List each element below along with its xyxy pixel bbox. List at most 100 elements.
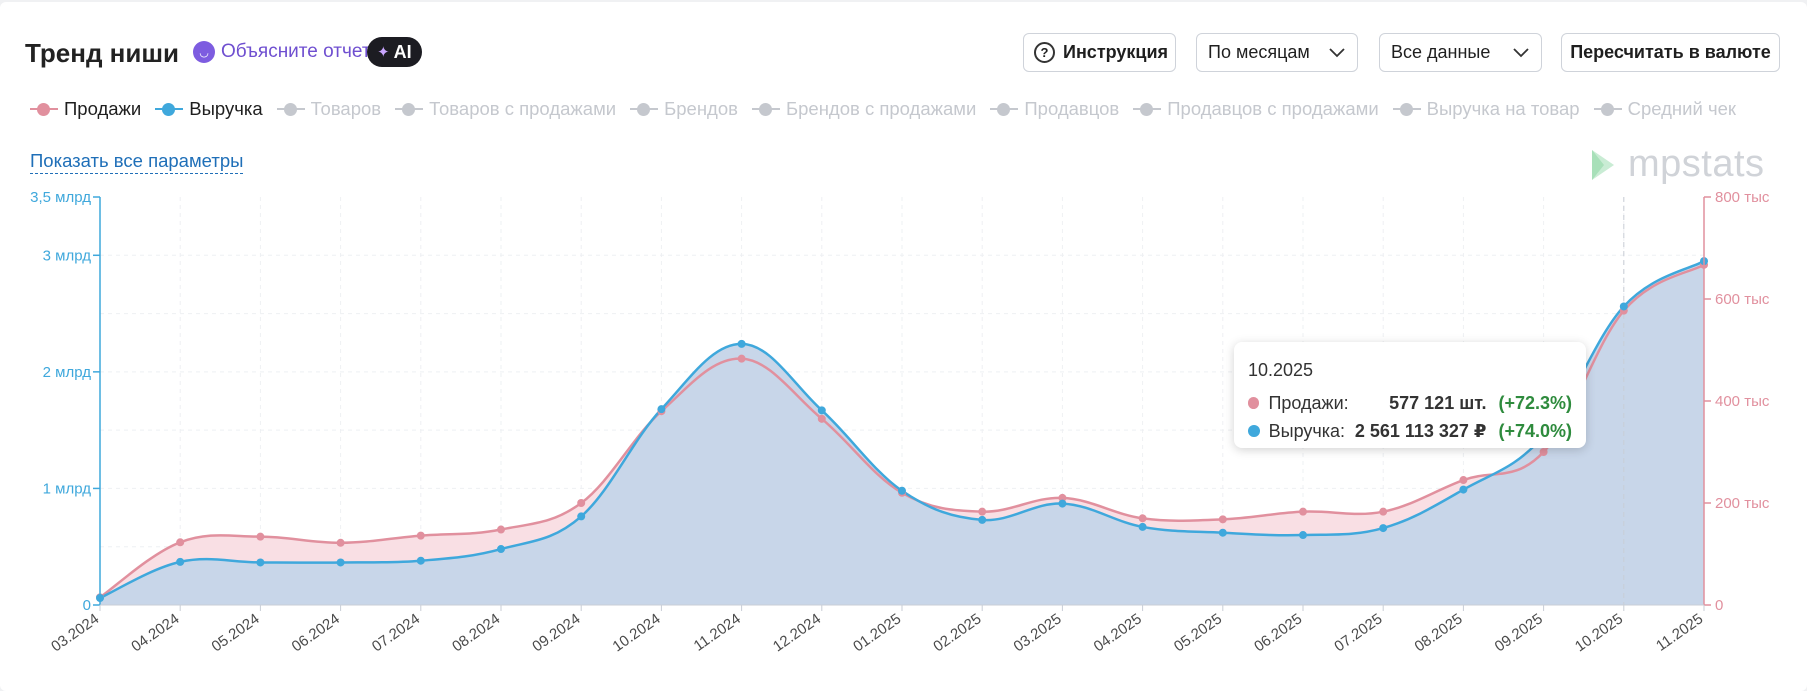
tooltip-sales-label: Продажи: <box>1268 392 1349 413</box>
legend-item[interactable]: Выручка на товар <box>1392 98 1580 120</box>
x-tick-label: 08.2024 <box>449 610 503 655</box>
chart-legend: Продажи Выручка Товаров Товаров с продажами… <box>30 98 1750 120</box>
revenue-point <box>978 515 987 524</box>
legend-item[interactable]: Товаров <box>276 98 382 120</box>
sales-point <box>737 354 746 363</box>
revenue-point <box>256 558 265 567</box>
sales-point <box>256 532 265 541</box>
legend-item[interactable]: Продавцов с продажами <box>1133 98 1379 120</box>
sales-point <box>497 525 505 534</box>
legend-item[interactable]: Продажи <box>30 98 141 120</box>
sales-point <box>1379 507 1388 516</box>
revenue-point <box>898 486 906 495</box>
x-tick-label: 04.2025 <box>1091 610 1145 655</box>
x-tick-label: 11.2024 <box>691 610 744 654</box>
tooltip-row-sales: Продажи: 577 121 шт. (+72.3%) <box>1248 389 1572 417</box>
sales-point <box>978 507 987 516</box>
legend-item[interactable]: Продавцов <box>990 98 1119 120</box>
y-left-tick-label: 2 млрд <box>43 364 92 381</box>
sales-point <box>1459 476 1468 485</box>
legend-label: Продажи <box>64 98 142 119</box>
y-right-tick-label: 800 тыс <box>1715 189 1770 206</box>
legend-label: Средний чек <box>1627 98 1736 119</box>
explain-report-label: Объясните отчет <box>221 41 371 62</box>
revenue-point <box>657 405 666 414</box>
sales-point <box>176 538 185 547</box>
chevron-down-icon <box>1329 47 1345 57</box>
ai-badge-label: AI <box>393 41 412 62</box>
sales-area <box>100 264 1704 605</box>
x-tick-label: 03.2025 <box>1011 610 1065 655</box>
y-left-tick-label: 0 <box>83 597 91 614</box>
help-button[interactable]: ? Инструкция <box>1023 33 1176 72</box>
legend-label: Продавцов <box>1024 98 1120 119</box>
x-tick-label: 02.2025 <box>930 610 984 655</box>
explain-report-link[interactable]: ◡ Объясните отчет <box>193 41 371 63</box>
legend-marker-icon <box>1392 103 1421 116</box>
y-right-tick-label: 200 тыс <box>1715 495 1770 512</box>
revenue-point <box>1379 524 1388 533</box>
legend-marker-icon <box>30 103 58 116</box>
x-tick-label: 06.2025 <box>1251 610 1305 655</box>
x-tick-label: 05.2024 <box>209 610 263 655</box>
legend-label: Товаров с продажами <box>429 98 617 119</box>
convert-currency-label: Пересчитать в валюте <box>1570 42 1771 62</box>
x-tick-label: 01.2025 <box>850 610 904 655</box>
x-tick-label: 10.2025 <box>1572 610 1626 655</box>
sales-point <box>1218 515 1227 524</box>
sales-point <box>416 531 425 540</box>
ai-badge[interactable]: ✦ AI <box>367 37 422 67</box>
tooltip-revenue-value: 2 561 113 327 ₽ <box>1354 420 1487 441</box>
y-right-tick-label: 600 тыс <box>1715 291 1770 308</box>
legend-item[interactable]: Товаров с продажами <box>395 98 616 120</box>
revenue-point <box>497 545 505 554</box>
y-right-tick-label: 400 тыс <box>1715 393 1770 410</box>
help-button-label: Инструкция <box>1063 42 1169 62</box>
legend-item[interactable]: Средний чек <box>1593 98 1736 120</box>
sales-point <box>336 538 345 547</box>
data-select[interactable]: Все данные <box>1379 33 1542 72</box>
tooltip-sales-change: (+72.3%) <box>1498 392 1572 413</box>
revenue-point <box>416 556 425 565</box>
legend-label: Выручка на товар <box>1426 98 1580 119</box>
x-tick-label: 08.2025 <box>1412 610 1466 655</box>
legend-label: Брендов <box>664 98 738 119</box>
revenue-point <box>1058 499 1067 508</box>
tooltip-sales-value: 577 121 шт. <box>1389 392 1487 413</box>
legend-marker-icon <box>276 103 305 116</box>
legend-marker-icon <box>1133 103 1162 116</box>
legend-label: Выручка <box>189 98 263 119</box>
page-title: Тренд ниши <box>25 38 180 68</box>
revenue-dot-icon <box>1248 425 1260 437</box>
sales-point <box>1539 448 1548 456</box>
revenue-point <box>737 339 746 348</box>
tooltip-row-revenue: Выручка: 2 561 113 327 ₽ (+74.0%) <box>1248 417 1572 445</box>
convert-currency-button[interactable]: Пересчитать в валюте <box>1561 33 1780 72</box>
legend-item[interactable]: Брендов <box>630 98 738 120</box>
show-all-params-link[interactable]: Показать все параметры <box>30 150 244 174</box>
revenue-point <box>577 512 586 521</box>
revenue-point <box>176 557 185 566</box>
x-tick-label: 11.2025 <box>1653 610 1706 654</box>
sales-point <box>577 499 586 507</box>
legend-label: Брендов с продажами <box>785 98 977 119</box>
x-tick-label: 07.2025 <box>1331 610 1385 655</box>
sales-point <box>817 414 826 423</box>
y-left-tick-label: 3,5 млрд <box>30 189 91 206</box>
legend-item[interactable]: Выручка <box>155 98 263 120</box>
brand-logo: mpstats <box>1590 143 1765 186</box>
y-left-tick-label: 1 млрд <box>43 480 92 497</box>
data-select-value: Все данные <box>1391 42 1491 62</box>
x-tick-label: 09.2025 <box>1492 610 1546 655</box>
legend-marker-icon <box>395 103 424 116</box>
revenue-point <box>1138 522 1147 531</box>
revenue-point <box>1619 302 1628 311</box>
brand-name: mpstats <box>1628 143 1765 185</box>
legend-item[interactable]: Брендов с продажами <box>751 98 977 120</box>
period-select[interactable]: По месяцам <box>1196 33 1358 72</box>
legend-label: Товаров <box>310 98 382 119</box>
y-left-tick-label: 3 млрд <box>43 247 92 264</box>
revenue-point <box>1459 485 1468 494</box>
y-right-tick-label: 0 <box>1715 597 1723 614</box>
